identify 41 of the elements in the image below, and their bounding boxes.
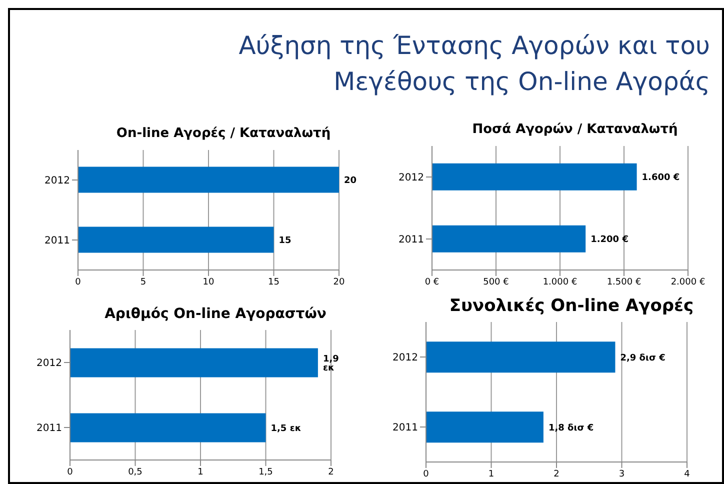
y-tick-label: 2011 — [398, 234, 424, 246]
x-tick-label: 0 — [423, 469, 430, 480]
y-tick-label: 2011 — [392, 422, 418, 434]
data-label: 15 — [278, 236, 292, 246]
x-tick-label: 1 — [488, 469, 494, 480]
x-tick-label: 2.000 € — [670, 277, 706, 288]
data-label: 20 — [344, 176, 357, 186]
y-tick-label: 2011 — [44, 236, 70, 247]
x-tick-label: 5 — [140, 277, 146, 288]
data-label: 1.200 € — [590, 235, 628, 246]
x-tick-label: 2 — [554, 469, 560, 480]
y-tick-label: 2012 — [36, 358, 62, 370]
y-tick-label: 2012 — [398, 172, 424, 184]
data-label: 2,9 δισ € — [620, 353, 666, 364]
chart-title: Ποσά Αγορών / Καταναλωτή — [471, 121, 679, 139]
x-tick-label: 1,5 — [258, 467, 273, 478]
chart-title: Συνολικές On-line Αγορές — [448, 295, 695, 318]
data-label: 1.600 € — [642, 173, 680, 184]
x-tick-label: 15 — [268, 277, 280, 288]
y-tick-label: 2011 — [36, 423, 62, 434]
y-tick-label: 2012 — [392, 352, 418, 364]
x-tick-label: 0,5 — [128, 467, 142, 478]
data-label: 1,8 δισ € — [548, 423, 594, 434]
x-tick-label: 1 — [198, 467, 204, 478]
data-label: 1,9 εκ — [322, 354, 339, 374]
x-tick-label: 20 — [333, 277, 345, 288]
y-tick-label: 2012 — [44, 176, 70, 187]
x-tick-label: 0 — [75, 277, 82, 288]
x-tick-label: 1.500 € — [606, 277, 642, 288]
chart-title: Αριθμός On-line Αγοραστών — [104, 305, 328, 324]
x-tick-label: 2 — [328, 467, 334, 478]
x-tick-label: 4 — [684, 469, 690, 480]
chart-title: On-line Αγορές / Καταναλωτή — [115, 125, 332, 143]
text: Αύξηση της Έντασης Αγορών και του Μεγέθους της On-line Αγοράς — [238, 30, 710, 98]
x-tick-label: 3 — [618, 469, 625, 480]
x-tick-label: 0 — [67, 467, 74, 478]
x-tick-label: 500 € — [483, 277, 510, 288]
data-label: 1,5 εκ — [270, 424, 302, 434]
x-tick-label: 10 — [202, 277, 214, 288]
x-tick-label: 0 € — [424, 277, 440, 288]
x-tick-label: 1.000 € — [542, 277, 578, 288]
